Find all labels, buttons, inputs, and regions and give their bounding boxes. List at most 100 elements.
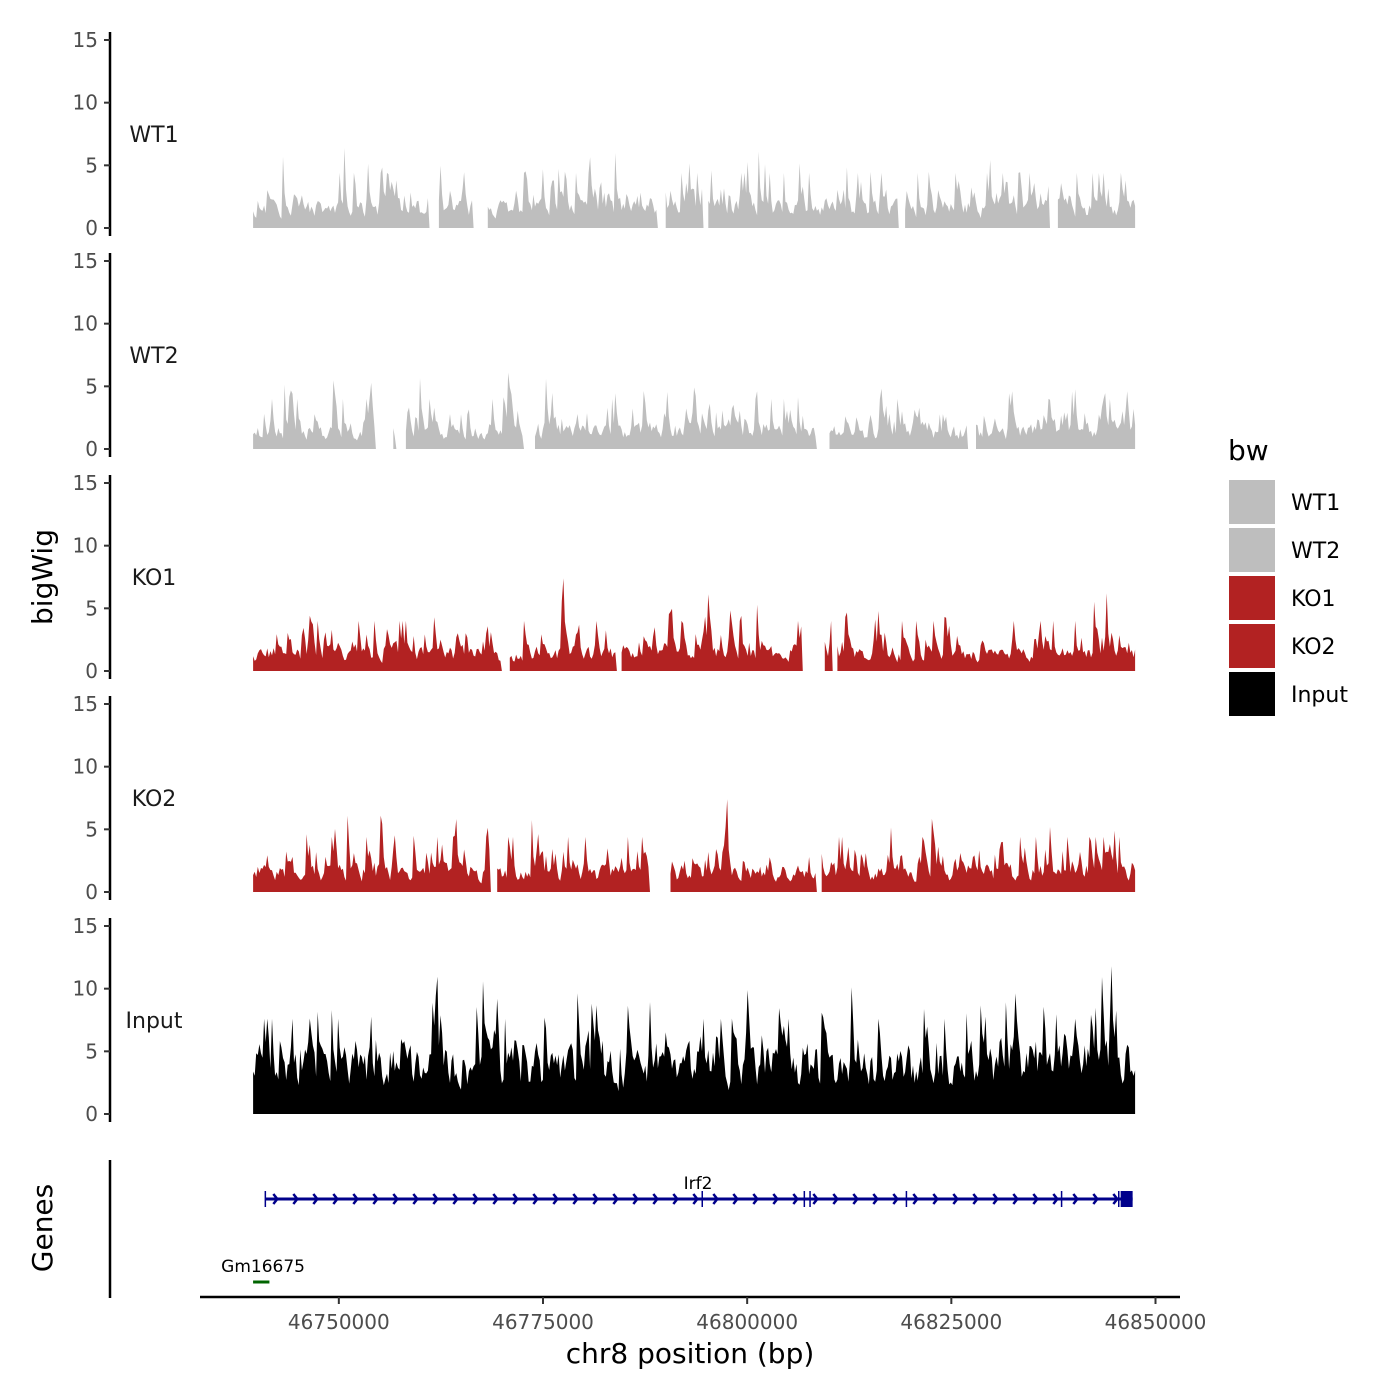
y-tick-label: 15: [73, 28, 98, 52]
strand-chevron: [852, 1193, 859, 1205]
strand-chevron: [552, 1193, 559, 1205]
strand-chevron: [452, 1193, 459, 1205]
gene-label-gm16675: Gm16675: [221, 1257, 305, 1277]
y-tick-label: 5: [85, 1039, 98, 1063]
y-tick-label: 15: [73, 471, 98, 495]
track-label-input: Input: [126, 1009, 183, 1034]
strand-chevron: [1072, 1193, 1079, 1205]
legend-label-wt2: WT2: [1291, 539, 1340, 564]
gene-label-irf2: Irf2: [684, 1174, 713, 1194]
y-tick-label: 15: [73, 249, 98, 273]
x-tick-label: 46750000: [288, 1310, 390, 1334]
strand-chevron: [492, 1193, 499, 1205]
strand-chevron: [952, 1193, 959, 1205]
x-axis: 46750000 46775000 46800000 46825000 46850000: [200, 1295, 1207, 1334]
y-tick-label: 5: [85, 817, 98, 841]
legend-label-ko2: KO2: [1291, 635, 1336, 660]
strand-chevron: [672, 1193, 679, 1205]
gene-gm16675: Gm16675: [221, 1257, 305, 1284]
strand-chevron: [392, 1193, 399, 1205]
legend-label-wt1: WT1: [1291, 491, 1340, 516]
strand-chevron: [432, 1193, 439, 1205]
y-tick-label: 0: [85, 659, 98, 683]
strand-chevron: [532, 1193, 539, 1205]
strand-chevron: [872, 1193, 879, 1205]
x-tick-label: 46825000: [900, 1310, 1002, 1334]
strand-chevron: [592, 1193, 599, 1205]
strand-chevron: [1032, 1193, 1039, 1205]
legend-key-wt2: [1229, 528, 1275, 572]
strand-chevron: [612, 1193, 619, 1205]
coverage-tracks: 0 5 10 15 WT1 0 5 10 15 WT2 0 5 10 15 KO1 0 5 10 15 KO2 0 5 10…: [73, 28, 1136, 1126]
coverage-area-wt1: [253, 148, 1136, 228]
gene-annotation-track: Irf2 Gm16675: [108, 1160, 1133, 1298]
strand-chevron: [992, 1193, 999, 1205]
track-input: 0 5 10 15 Input: [73, 914, 1136, 1126]
y-tick-label: 5: [85, 374, 98, 398]
strand-chevron: [772, 1193, 779, 1205]
strand-chevron: [412, 1193, 419, 1205]
strand-chevron: [792, 1193, 799, 1205]
track-ko2: 0 5 10 15 KO2: [73, 692, 1136, 904]
strand-chevron: [292, 1193, 299, 1205]
track-label-wt2: WT2: [129, 344, 178, 369]
strand-chevron: [812, 1193, 819, 1205]
y-axis-title-bigwig: bigWig: [26, 529, 59, 625]
legend-key-wt1: [1229, 480, 1275, 524]
x-tick-label: 46800000: [696, 1310, 798, 1334]
strand-chevron: [572, 1193, 579, 1205]
strand-chevron: [332, 1193, 339, 1205]
strand-chevron: [1092, 1193, 1099, 1205]
track-label-ko1: KO1: [132, 566, 177, 591]
y-tick-label: 15: [73, 692, 98, 716]
track-ko1: 0 5 10 15 KO1: [73, 471, 1136, 683]
legend-key-ko1: [1229, 576, 1275, 620]
gene-irf2: Irf2: [264, 1174, 1133, 1207]
legend-title: bw: [1228, 434, 1269, 467]
legend-key-input: [1229, 672, 1275, 716]
strand-chevron: [892, 1193, 899, 1205]
y-tick-label: 0: [85, 437, 98, 461]
legend-label-input: Input: [1291, 683, 1348, 708]
track-label-ko2: KO2: [132, 787, 177, 812]
coverage-area-input: [253, 966, 1136, 1114]
strand-chevron: [712, 1193, 719, 1205]
strand-chevron: [372, 1193, 379, 1205]
coverage-area-ko2: [253, 799, 1136, 892]
y-tick-label: 0: [85, 216, 98, 240]
strand-chevron: [512, 1193, 519, 1205]
y-tick-label: 10: [73, 534, 98, 558]
strand-chevron: [692, 1193, 699, 1205]
strand-chevron: [732, 1193, 739, 1205]
coverage-area-wt2: [253, 372, 1136, 449]
y-tick-label: 0: [85, 880, 98, 904]
y-tick-label: 15: [73, 914, 98, 938]
strand-chevron: [912, 1193, 919, 1205]
strand-chevron: [312, 1193, 319, 1205]
terminal-exon: [1120, 1191, 1133, 1207]
strand-chevron: [972, 1193, 979, 1205]
legend-key-ko2: [1229, 624, 1275, 668]
y-tick-label: 10: [73, 91, 98, 115]
y-axis-title-genes: Genes: [26, 1184, 59, 1272]
track-wt2: 0 5 10 15 WT2: [73, 249, 1136, 461]
strand-chevron: [1012, 1193, 1019, 1205]
y-tick-label: 10: [73, 755, 98, 779]
strand-chevron: [352, 1193, 359, 1205]
y-tick-label: 10: [73, 977, 98, 1001]
strand-chevron: [632, 1193, 639, 1205]
strand-chevron: [272, 1193, 279, 1205]
strand-chevron: [932, 1193, 939, 1205]
x-axis-title: chr8 position (bp): [566, 1337, 815, 1370]
coverage-area-ko1: [253, 578, 1136, 671]
strand-chevron: [832, 1193, 839, 1205]
y-tick-label: 5: [85, 596, 98, 620]
strand-chevron: [1052, 1193, 1059, 1205]
y-tick-label: 0: [85, 1102, 98, 1126]
strand-chevron: [1112, 1193, 1119, 1205]
strand-chevron: [652, 1193, 659, 1205]
x-tick-label: 46850000: [1105, 1310, 1207, 1334]
strand-chevron: [472, 1193, 479, 1205]
legend-label-ko1: KO1: [1291, 587, 1336, 612]
